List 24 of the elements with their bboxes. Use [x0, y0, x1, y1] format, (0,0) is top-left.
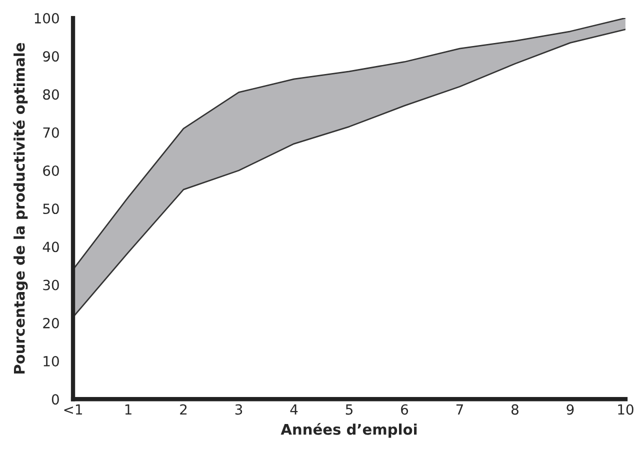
y-tick-label: 80	[43, 89, 59, 100]
x-tick-label: 5	[346, 404, 352, 415]
y-tick-label: 100	[34, 13, 59, 24]
x-tick-label: 10	[618, 404, 634, 415]
x-tick-label: 4	[290, 404, 298, 415]
x-tick-label: 2	[180, 404, 187, 415]
y-tick-label: 10	[44, 356, 59, 366]
y-tick-label: 0	[52, 394, 59, 405]
x-tick-label: 3	[235, 404, 242, 415]
x-tick-label: 7	[456, 404, 463, 415]
y-tick-label: 20	[43, 318, 59, 328]
x-axis-title: Années d’emploi	[280, 422, 417, 438]
y-tick-label: 60	[43, 165, 59, 176]
y-tick-label: 50	[43, 204, 59, 214]
x-tick-label: 8	[512, 404, 518, 415]
y-axis-title: Pourcentage de la productivité optimale	[12, 42, 28, 374]
y-tick-label: 90	[43, 51, 59, 62]
x-tick-label: 9	[566, 404, 574, 415]
y-tick-label: 30	[43, 280, 59, 290]
x-tick-label: 1	[125, 404, 132, 415]
y-tick-label: 40	[42, 242, 59, 252]
y-tick-label: 70	[43, 127, 59, 138]
x-tick-label: <1	[64, 404, 82, 415]
x-tick-label: 6	[401, 404, 408, 415]
